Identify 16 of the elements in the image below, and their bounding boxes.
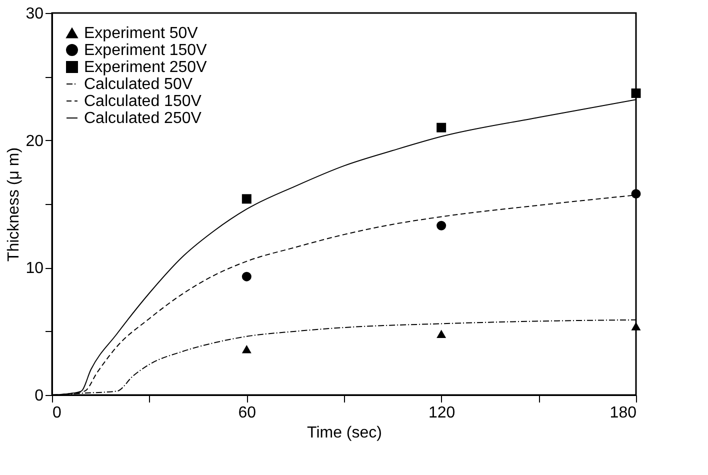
y-tick-label: 20 (26, 132, 44, 150)
y-tick-label: 10 (26, 260, 44, 278)
legend-label: Calculated 50V (84, 76, 193, 93)
y-tick-label: 30 (26, 6, 44, 22)
y-axis-title: Thickness (μ m) (6, 147, 23, 262)
x-tick-label: 120 (428, 404, 456, 422)
legend-label: Experiment 50V (84, 25, 198, 42)
legend-label: Calculated 250V (84, 110, 202, 127)
x-tick-label: 180 (610, 404, 637, 422)
legend-label: Calculated 150V (84, 93, 202, 110)
x-tick-label: 0 (52, 404, 62, 422)
legend-label: Experiment 250V (84, 59, 208, 76)
y-tick-label: 0 (34, 388, 44, 404)
x-tick-label: 60 (238, 404, 256, 422)
legend-label: Experiment 150V (84, 42, 208, 59)
x-axis-title: Time (sec) (307, 424, 382, 442)
